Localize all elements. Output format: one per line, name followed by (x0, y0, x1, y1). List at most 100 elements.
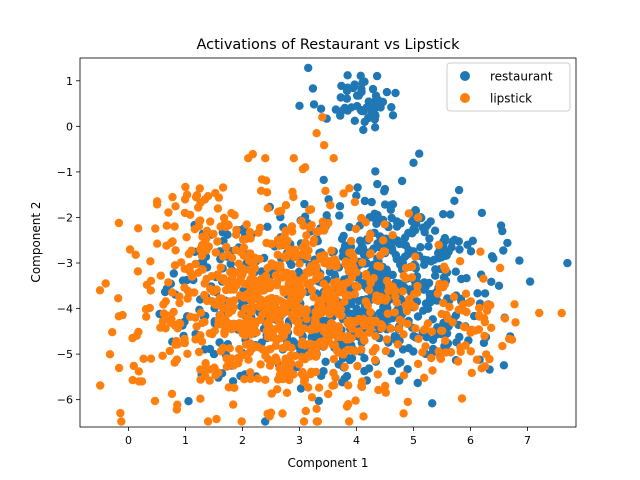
data-point-lipstick (139, 354, 148, 363)
data-point-lipstick (239, 293, 249, 302)
data-point-lipstick (307, 285, 317, 295)
data-point-restaurant (392, 222, 402, 231)
data-point-lipstick (224, 308, 233, 318)
data-point-lipstick (134, 377, 144, 386)
data-point-lipstick (247, 326, 256, 335)
data-point-restaurant (407, 217, 417, 226)
data-point-lipstick (482, 300, 491, 310)
data-point-restaurant (386, 205, 395, 214)
data-point-lipstick (288, 187, 297, 196)
data-point-restaurant (339, 105, 348, 114)
data-point-lipstick (535, 308, 544, 318)
data-point-lipstick (251, 294, 260, 303)
data-point-restaurant (336, 93, 345, 102)
data-point-lipstick (441, 336, 450, 345)
data-point-lipstick (150, 396, 160, 406)
data-point-lipstick (180, 208, 190, 218)
data-point-lipstick (180, 195, 190, 204)
data-point-restaurant (314, 396, 323, 406)
data-point-lipstick (146, 354, 156, 363)
data-point-lipstick (382, 335, 392, 344)
data-point-lipstick (399, 409, 408, 418)
data-point-lipstick (305, 268, 314, 277)
data-point-restaurant (400, 252, 410, 261)
data-point-lipstick (165, 346, 174, 356)
data-point-restaurant (350, 80, 359, 89)
data-point-lipstick (156, 271, 165, 280)
x-tick-label: 2 (239, 434, 246, 447)
data-point-lipstick (427, 353, 436, 363)
data-point-lipstick (229, 361, 238, 370)
data-point-lipstick (364, 285, 374, 295)
data-point-lipstick (230, 211, 239, 220)
data-point-lipstick (309, 235, 319, 244)
data-point-lipstick (239, 251, 248, 260)
data-point-lipstick (250, 253, 259, 262)
data-point-lipstick (164, 208, 173, 217)
data-point-restaurant (360, 117, 369, 127)
data-point-lipstick (212, 285, 221, 294)
data-point-lipstick (156, 323, 165, 332)
data-point-lipstick (455, 257, 465, 266)
data-point-lipstick (198, 318, 207, 328)
data-point-lipstick (350, 197, 360, 207)
data-point-lipstick (196, 394, 205, 403)
data-point-lipstick (252, 342, 261, 351)
data-point-lipstick (307, 367, 316, 376)
data-point-lipstick (254, 302, 264, 311)
data-point-lipstick (362, 272, 371, 281)
data-point-lipstick (271, 314, 281, 323)
data-point-lipstick (318, 113, 327, 122)
data-point-lipstick (208, 297, 217, 306)
data-point-restaurant (468, 236, 477, 245)
data-point-restaurant (415, 149, 424, 158)
data-point-lipstick (248, 269, 257, 278)
data-point-lipstick (369, 273, 378, 283)
data-point-restaurant (178, 276, 188, 285)
data-point-restaurant (352, 191, 361, 200)
data-point-lipstick (285, 287, 294, 296)
data-point-lipstick (244, 154, 253, 163)
data-point-restaurant (372, 71, 382, 81)
data-point-lipstick (307, 393, 317, 402)
data-point-lipstick (472, 355, 482, 364)
data-point-lipstick (253, 374, 263, 383)
data-point-lipstick (173, 340, 182, 349)
data-point-lipstick (377, 324, 386, 333)
data-point-lipstick (367, 316, 377, 325)
data-point-lipstick (480, 331, 489, 341)
data-point-lipstick (498, 341, 507, 351)
data-point-lipstick (460, 322, 469, 332)
data-point-lipstick (353, 361, 362, 371)
data-point-lipstick (361, 218, 370, 227)
data-point-lipstick (262, 188, 272, 197)
data-point-lipstick (399, 330, 408, 339)
data-point-lipstick (269, 356, 278, 365)
data-point-lipstick (476, 247, 485, 256)
data-point-restaurant (372, 219, 381, 228)
data-point-lipstick (354, 329, 363, 338)
data-point-lipstick (410, 302, 419, 312)
data-point-lipstick (131, 250, 140, 259)
data-point-lipstick (159, 300, 168, 309)
data-point-lipstick (261, 375, 270, 384)
data-point-restaurant (356, 71, 365, 81)
data-point-lipstick (321, 186, 330, 196)
data-point-lipstick (233, 353, 243, 362)
data-point-lipstick (183, 349, 192, 358)
x-tick-label: 5 (410, 434, 417, 447)
data-point-lipstick (413, 281, 422, 291)
data-point-lipstick (353, 282, 362, 291)
data-point-lipstick (275, 296, 285, 305)
data-point-lipstick (196, 308, 206, 317)
data-point-lipstick (332, 262, 341, 271)
data-point-restaurant (440, 233, 450, 243)
data-point-lipstick (351, 396, 360, 405)
data-point-lipstick (276, 305, 285, 315)
data-point-restaurant (372, 103, 381, 112)
data-point-lipstick (391, 292, 400, 301)
data-point-lipstick (200, 290, 209, 300)
data-point-lipstick (287, 343, 296, 353)
data-point-lipstick (125, 245, 135, 254)
data-point-lipstick (386, 324, 395, 333)
